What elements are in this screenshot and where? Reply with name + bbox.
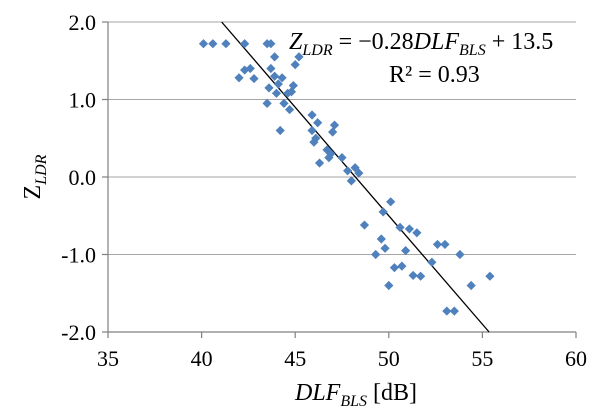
x-tick-label: 45	[284, 346, 306, 371]
x-axis-label-main: DLF	[294, 380, 341, 406]
data-point	[395, 222, 405, 232]
equation-rhs: + 13.5	[486, 29, 554, 55]
data-point	[271, 88, 282, 98]
data-point	[284, 104, 295, 115]
data-point	[311, 133, 321, 143]
data-point	[343, 166, 353, 176]
y-tick-label: 1.0	[69, 88, 97, 113]
y-axis-label-main: Z	[20, 185, 46, 200]
y-axis-label: ZLDR	[20, 154, 50, 199]
data-point	[314, 158, 325, 168]
data-points	[198, 39, 495, 316]
x-tick-label: 55	[471, 346, 493, 371]
data-point	[442, 306, 452, 316]
data-point	[266, 39, 276, 49]
data-point	[270, 52, 280, 62]
data-point	[427, 257, 437, 267]
data-point	[307, 125, 317, 136]
y-tick-label: 0.0	[69, 165, 97, 190]
equation-lhs-main: Z	[289, 29, 303, 55]
trendline	[221, 21, 490, 333]
equation-lhs-sub: LDR	[301, 42, 332, 59]
data-point	[208, 39, 218, 49]
equation-var-main: DLF	[413, 29, 460, 55]
data-point	[354, 168, 364, 178]
data-point	[384, 280, 394, 291]
data-point	[270, 71, 280, 81]
x-axis-label: DLFBLS [dB]	[294, 380, 417, 407]
y-tick-label: 2.0	[69, 10, 97, 35]
x-tick-label: 35	[97, 346, 119, 371]
data-point	[328, 127, 338, 137]
x-tick-label: 40	[191, 346, 213, 371]
r-squared-label: R² = 0.93	[389, 62, 480, 88]
data-point	[449, 306, 459, 316]
data-point	[378, 207, 388, 217]
data-point	[277, 73, 287, 83]
data-point	[412, 228, 422, 238]
data-point	[307, 110, 317, 120]
data-point	[386, 197, 396, 207]
data-point	[408, 270, 418, 281]
data-point	[198, 39, 209, 49]
data-point	[313, 118, 323, 128]
equation-mid: = −0.28	[333, 29, 414, 55]
gridlines	[108, 21, 576, 255]
y-tick-label: -2.0	[61, 320, 96, 345]
data-point	[273, 79, 283, 89]
trendline-layer	[221, 21, 490, 333]
data-point	[485, 271, 495, 281]
data-point	[326, 149, 336, 159]
data-point	[371, 249, 381, 260]
equation-var-sub: BLS	[459, 42, 486, 59]
data-point	[221, 39, 231, 49]
data-point	[283, 88, 293, 98]
x-axis-label-unit: [dB]	[367, 380, 417, 406]
y-tick-label: -1.0	[61, 243, 96, 268]
data-point	[262, 98, 272, 108]
y-axis-label-sub: LDR	[33, 154, 50, 185]
axes: 2.0 1.0 0.0 -1.0 -2.035 40 45 50 55 60	[61, 10, 587, 371]
data-point	[322, 145, 332, 155]
data-point	[245, 63, 255, 74]
data-point	[249, 73, 259, 84]
data-point	[266, 63, 276, 74]
data-point	[288, 80, 298, 91]
data-point	[346, 176, 356, 186]
data-point	[466, 280, 476, 291]
data-point	[294, 52, 304, 62]
x-tick-label: 60	[565, 346, 587, 371]
data-point	[234, 73, 244, 83]
data-point	[404, 224, 414, 234]
data-point	[376, 234, 386, 244]
data-point	[240, 39, 250, 49]
data-point	[329, 120, 340, 130]
data-point	[290, 60, 300, 70]
data-point	[440, 239, 450, 250]
data-point	[359, 220, 370, 230]
data-point	[389, 263, 400, 273]
data-point	[416, 271, 426, 281]
data-point	[432, 239, 443, 250]
trendline-equation: ZLDR = −0.28DLFBLS + 13.5	[289, 29, 553, 59]
data-point	[279, 98, 289, 108]
x-axis-label-sub: BLS	[340, 393, 367, 407]
data-point	[455, 249, 465, 260]
data-point	[401, 246, 411, 256]
data-point	[337, 153, 347, 163]
data-point	[275, 125, 285, 136]
data-point	[380, 243, 390, 253]
data-point	[397, 261, 407, 271]
data-point	[264, 83, 274, 93]
x-tick-label: 50	[378, 346, 400, 371]
